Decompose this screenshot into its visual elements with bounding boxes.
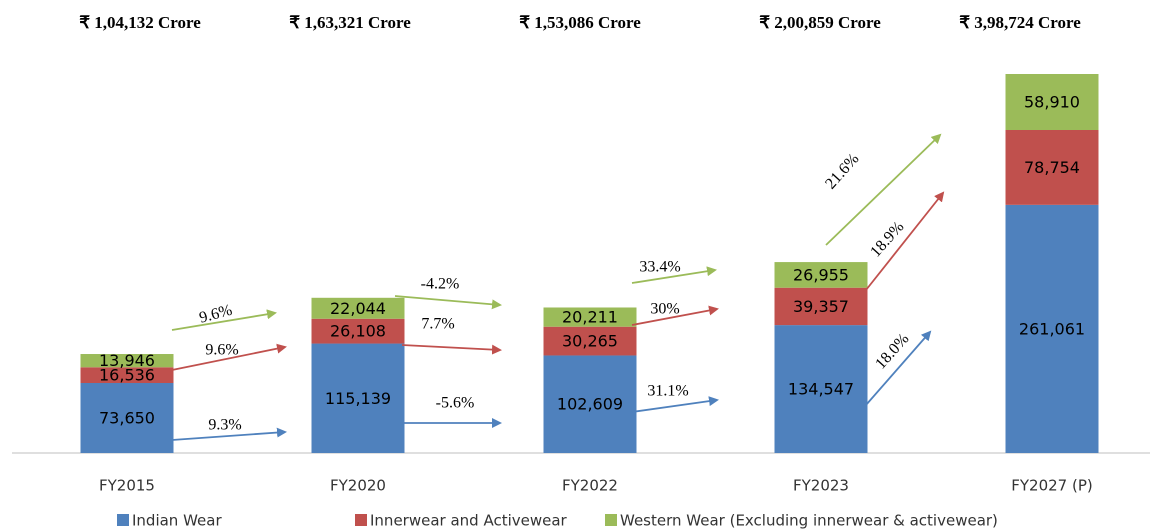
legend-label: Western Wear (Excluding innerwear & acti… xyxy=(620,512,998,530)
legend-swatch xyxy=(117,514,129,526)
bar-segment xyxy=(80,382,174,453)
legend-swatch xyxy=(355,514,367,526)
value-label: 102,609 xyxy=(557,395,623,414)
bar-segment xyxy=(1005,204,1099,453)
x-tick-label: FY2020 xyxy=(330,477,386,495)
growth-arrow xyxy=(631,305,719,326)
value-label: 58,910 xyxy=(1024,92,1080,111)
growth-label: 31.1% xyxy=(647,383,688,400)
growth-arrow xyxy=(394,295,502,310)
growth-label: 18.0% xyxy=(872,330,912,372)
bar-segment xyxy=(543,307,637,327)
value-label: 39,357 xyxy=(793,297,849,316)
bar-segment xyxy=(1005,129,1099,205)
bar-segment xyxy=(543,355,637,453)
growth-label: 9.6% xyxy=(197,302,234,327)
bar-segment xyxy=(774,262,868,288)
value-label: 16,536 xyxy=(99,366,155,385)
x-tick-label: FY2027 (P) xyxy=(1011,477,1092,495)
bar-segment xyxy=(80,354,174,368)
legend-swatch xyxy=(605,514,617,526)
x-tick-label: FY2022 xyxy=(562,477,618,495)
growth-arrow xyxy=(171,309,277,331)
growth-label: 33.4% xyxy=(639,259,680,276)
bar-segment xyxy=(311,318,405,344)
bar-segment xyxy=(774,287,868,326)
total-label: ₹ 1,53,086 Crore xyxy=(519,13,641,32)
growth-arrow xyxy=(401,344,502,355)
growth-arrow xyxy=(171,427,287,441)
legend-label: Indian Wear xyxy=(132,512,222,530)
x-tick-label: FY2023 xyxy=(793,477,849,495)
total-label: ₹ 1,63,321 Crore xyxy=(289,13,411,32)
value-label: 13,946 xyxy=(99,351,155,370)
value-label: 134,547 xyxy=(788,380,854,399)
value-label: 26,955 xyxy=(793,265,849,284)
value-label: 261,061 xyxy=(1019,319,1085,338)
bar-segment xyxy=(543,326,637,356)
growth-label: 9.6% xyxy=(205,342,238,359)
legend-label: Innerwear and Activewear xyxy=(370,512,568,530)
growth-arrow xyxy=(631,266,717,284)
growth-arrow xyxy=(631,396,719,413)
growth-label: 30% xyxy=(650,301,679,318)
bar-segment xyxy=(80,367,174,383)
value-label: 73,650 xyxy=(99,408,155,427)
value-label: 30,265 xyxy=(562,332,618,351)
growth-label: 7.7% xyxy=(421,316,454,333)
growth-arrow xyxy=(865,191,945,291)
value-label: 115,139 xyxy=(325,389,391,408)
growth-arrow xyxy=(865,330,932,406)
bar-segment xyxy=(311,297,405,319)
growth-label: -4.2% xyxy=(421,276,460,293)
bar-segment xyxy=(1005,74,1099,130)
total-label: ₹ 3,98,724 Crore xyxy=(959,13,1081,32)
growth-label: 18.9% xyxy=(867,218,907,260)
value-label: 20,211 xyxy=(562,308,618,327)
growth-label: 21.6% xyxy=(822,150,862,192)
value-label: 26,108 xyxy=(330,322,386,341)
growth-label: -5.6% xyxy=(436,395,475,412)
total-label: ₹ 1,04,132 Crore xyxy=(79,13,201,32)
bar-segment xyxy=(311,343,405,453)
bar-segment xyxy=(774,325,868,453)
growth-arrow xyxy=(171,343,287,371)
growth-label: 9.3% xyxy=(208,417,241,434)
total-label: ₹ 2,00,859 Crore xyxy=(759,13,881,32)
value-label: 78,754 xyxy=(1024,158,1080,177)
growth-arrow xyxy=(825,133,942,246)
x-tick-label: FY2015 xyxy=(99,477,155,495)
value-label: 22,044 xyxy=(330,299,386,318)
